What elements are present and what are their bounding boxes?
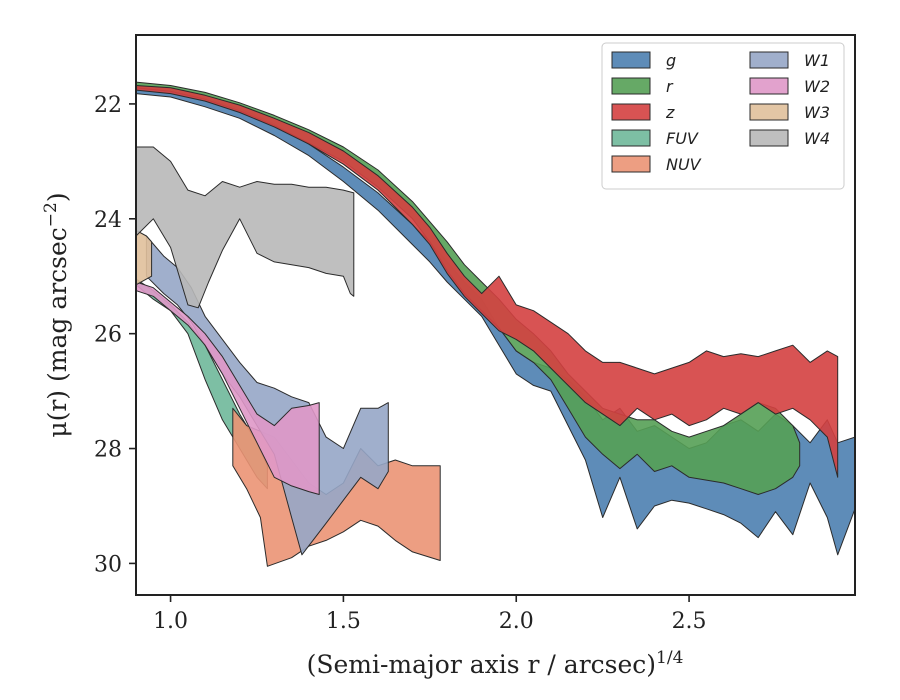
legend-item-w4: W4	[749, 129, 830, 148]
legend-item-z: z	[611, 103, 675, 122]
band-z	[136, 85, 839, 478]
legend-label: W4	[804, 129, 830, 148]
legend-item-w2: W2	[749, 77, 830, 96]
x-tick-label: 1.0	[153, 609, 188, 634]
legend-swatch	[611, 155, 651, 173]
legend-item-w1: W1	[749, 51, 830, 70]
y-axis: 22 24 26 28 30	[94, 93, 136, 577]
legend-label: z	[665, 103, 675, 122]
legend-item-fuv: FUV	[611, 129, 699, 148]
y-tick-label: 22	[94, 93, 122, 118]
legend-item-r: r	[611, 77, 674, 96]
legend-swatch	[611, 51, 651, 69]
legend-item-w3: W3	[749, 103, 830, 122]
x-tick-label: 2.0	[499, 609, 534, 634]
legend-item-g: g	[611, 51, 676, 70]
legend-swatch	[611, 129, 651, 147]
x-axis-label: (Semi-major axis r / arcsec)1/4	[307, 648, 684, 679]
legend-label: FUV	[666, 129, 699, 148]
band-w2	[136, 281, 320, 495]
legend-label: NUV	[666, 155, 702, 174]
legend-swatch	[749, 51, 789, 69]
x-axis: 1.0 1.5 2.0 2.5	[153, 595, 707, 634]
legend-swatch	[749, 103, 789, 121]
legend-swatch	[749, 129, 789, 147]
legend-swatch	[611, 77, 651, 95]
profile-bands	[136, 81, 855, 567]
legend: grz FUV NUV W1 W2 W3 W4	[601, 42, 845, 190]
y-tick-label: 30	[94, 552, 122, 577]
band-w3	[136, 229, 153, 286]
band-w4	[136, 146, 355, 309]
x-tick-label: 1.5	[326, 609, 361, 634]
legend-item-nuv: NUV	[611, 155, 702, 174]
legend-label: r	[666, 77, 674, 96]
y-tick-label: 28	[94, 438, 122, 463]
legend-label: W2	[804, 77, 830, 96]
legend-label: g	[666, 51, 676, 70]
y-tick-label: 24	[94, 208, 122, 233]
legend-label: W1	[804, 51, 830, 70]
y-axis-label: μ(r) (mag arcsec−2)	[41, 192, 72, 437]
legend-swatch	[611, 103, 651, 121]
plot-frame	[135, 34, 856, 596]
legend-swatch	[749, 77, 789, 95]
x-tick-label: 2.5	[672, 609, 707, 634]
legend-label: W3	[804, 103, 830, 122]
y-tick-label: 26	[94, 323, 122, 348]
